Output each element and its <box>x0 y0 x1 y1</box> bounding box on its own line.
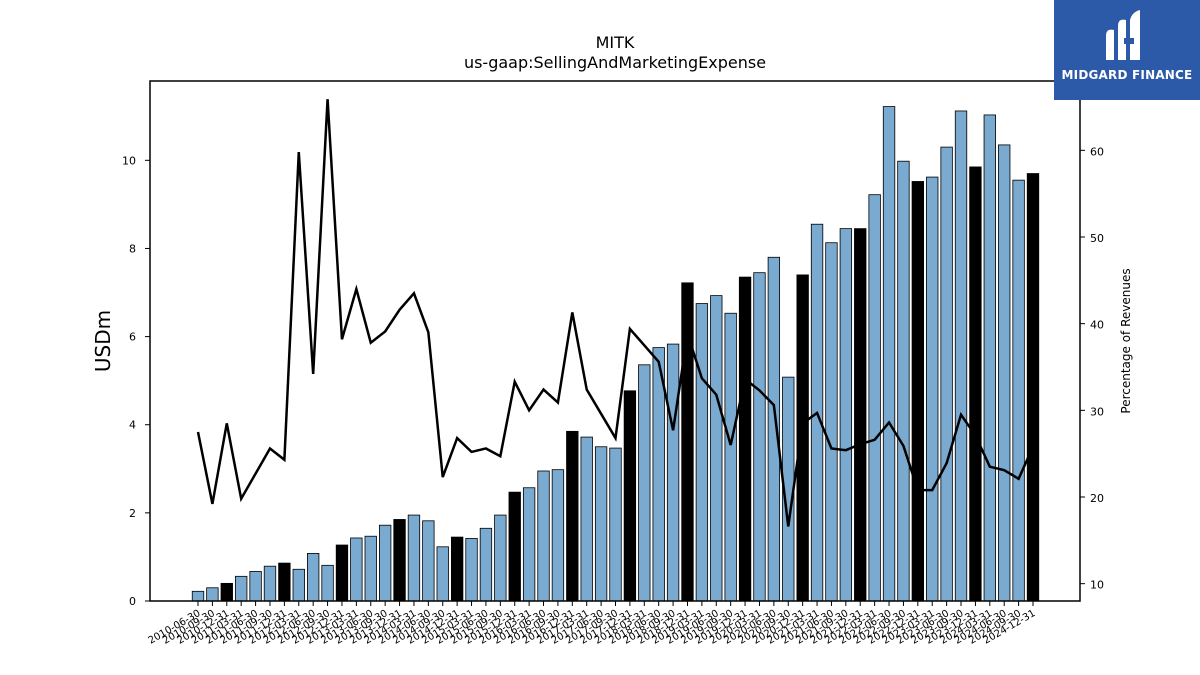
bar-2010-06-30 <box>191 590 205 602</box>
y-right-tick-label: 40 <box>1090 319 1104 332</box>
bar-2014-06-30 <box>422 520 435 602</box>
logo-mark-icon <box>1106 10 1140 61</box>
y-right-tick-label: 10 <box>1090 579 1104 592</box>
bar-2013-06-30 <box>364 535 377 602</box>
bar-2017-12-31 <box>623 390 637 602</box>
bar-2016-03-31 <box>522 487 536 602</box>
bar-2014-12-31 <box>450 536 464 602</box>
bar-2010-09-30 <box>206 587 219 602</box>
bar-2016-09-30 <box>551 469 565 602</box>
bar-2022-06-30 <box>882 106 896 602</box>
y-right-tick-label: 30 <box>1090 405 1104 418</box>
bar-2022-12-31 <box>911 181 924 602</box>
y-tick-label: 0 <box>129 595 136 608</box>
bar-2019-03-31 <box>695 303 709 602</box>
bar-2013-03-31 <box>350 537 363 602</box>
y-axis-label-left: USDm <box>91 310 115 372</box>
percentage-line <box>196 99 1035 527</box>
bar-2015-03-31 <box>465 538 478 602</box>
bar-2023-03-31 <box>926 176 939 602</box>
bar-2016-12-31 <box>566 430 579 602</box>
bar-2024-06-30 <box>998 144 1011 602</box>
y-tick-label: 4 <box>129 419 136 432</box>
chart-title: MITK <box>596 33 635 52</box>
bar-2012-03-31 <box>292 568 305 602</box>
bar-2018-09-30 <box>666 343 680 602</box>
y-tick-label: 6 <box>129 331 136 344</box>
bar-2015-09-30 <box>494 514 507 602</box>
bar-2017-09-30 <box>609 447 622 602</box>
bar-2017-03-31 <box>580 436 593 602</box>
logo-text: MIDGARD FINANCE <box>1061 68 1193 82</box>
bar-2011-06-30 <box>249 571 262 602</box>
bar-2011-12-31 <box>278 562 291 602</box>
bar-2010-12-31 <box>220 582 233 602</box>
bar-series <box>191 106 1040 602</box>
y-right-tick-label: 60 <box>1090 145 1104 158</box>
midgard-finance-logo: MIDGARD FINANCE <box>1054 0 1200 100</box>
bar-2018-12-31 <box>681 282 694 602</box>
bar-2019-06-30 <box>710 295 723 602</box>
y-axis-left: 0 2 4 6 8 10 <box>122 154 150 608</box>
bar-2021-12-31 <box>854 228 867 602</box>
bar-2012-09-30 <box>321 564 334 602</box>
bar-2019-12-31 <box>738 276 752 602</box>
bar-2023-09-30 <box>954 110 968 602</box>
bar-2017-06-30 <box>594 446 608 602</box>
bar-2024-03-31 <box>983 114 996 602</box>
bar-2016-06-30 <box>537 470 550 602</box>
bar-2013-09-30 <box>378 524 392 602</box>
bar-2021-06-30 <box>825 242 838 602</box>
y-right-tick-label: 50 <box>1090 232 1104 245</box>
y-tick-label: 8 <box>129 242 136 255</box>
bar-2019-09-30 <box>724 312 737 602</box>
bar-2022-03-31 <box>868 194 881 602</box>
bar-2012-06-30 <box>307 553 320 602</box>
x-axis: 2010-06-302010-09-302010-12-312011-03-31… <box>147 601 1038 647</box>
bar-2022-09-30 <box>897 160 910 602</box>
bar-2021-09-30 <box>839 228 853 602</box>
bar-2023-12-31 <box>969 166 982 602</box>
y-tick-label: 2 <box>129 507 136 520</box>
chart-subtitle: us-gaap:SellingAndMarketingExpense <box>464 53 766 72</box>
bar-2014-09-30 <box>436 546 449 602</box>
bar-2018-03-31 <box>638 364 651 602</box>
bar-2013-12-31 <box>393 519 406 602</box>
bar-2020-12-31 <box>796 274 809 602</box>
bar-2011-03-31 <box>235 575 248 602</box>
bar-2024-09-30 <box>1012 179 1025 602</box>
bar-2023-06-30 <box>940 146 953 602</box>
y-right-tick-label: 20 <box>1090 492 1104 505</box>
bar-2024-12-31 <box>1026 173 1040 602</box>
y-axis-right: 10 20 30 40 50 60 <box>1080 145 1104 592</box>
bar-2015-12-31 <box>508 491 521 602</box>
bar-2020-03-31 <box>753 272 766 602</box>
bar-2012-12-31 <box>335 544 349 602</box>
y-axis-label-right: Percentage of Revenues <box>1119 268 1133 413</box>
bar-2014-03-31 <box>407 514 421 602</box>
y-tick-label: 10 <box>122 154 136 167</box>
bar-2015-06-30 <box>479 527 493 602</box>
bar-2011-09-30 <box>263 565 277 602</box>
